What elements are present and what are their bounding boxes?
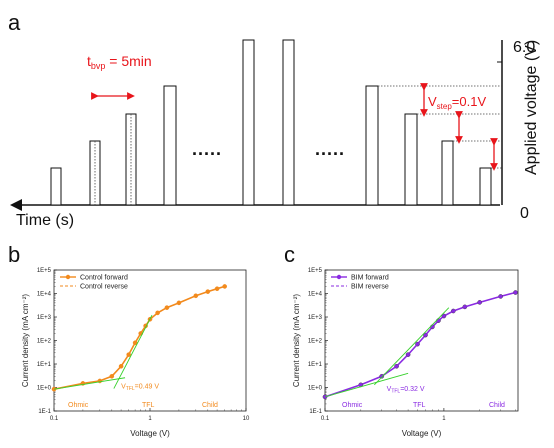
y-tick-label: 1E+4 — [37, 292, 52, 298]
panel-a: a Time (s) 6.0 0 Applied voltage (V) — [8, 10, 540, 229]
legend-forward-marker — [336, 274, 342, 280]
panel-a-letter: a — [8, 10, 21, 35]
x-tick-label: 0.1 — [321, 416, 330, 422]
series-forward-point — [164, 305, 170, 310]
legend-reverse-label: Control reverse — [80, 284, 128, 291]
x-tick-label: 10 — [243, 416, 250, 422]
pulse-5 — [242, 39, 255, 206]
v-step-label: Vstep=0.1V — [428, 94, 486, 111]
y-tick-label: 1E-1 — [309, 409, 322, 415]
y-tick-label: 1E+5 — [37, 268, 52, 274]
voltage-axis-zero-label: 0 — [520, 205, 529, 222]
legend-reverse-label: BIM reverse — [351, 284, 389, 291]
time-axis-label: Time (s) — [16, 212, 74, 229]
voltage-axis-label: Applied voltage (V) — [523, 40, 540, 175]
series-reverse-line — [53, 285, 225, 390]
region-label-child: Child — [489, 402, 505, 409]
y-tick-label: 1E+1 — [37, 362, 52, 368]
legend-forward-label: BIM forward — [351, 275, 389, 282]
t-bvp-label: tbvp = 5min — [87, 53, 152, 71]
pulse-10 — [479, 167, 492, 206]
v-tfl-annotation: VTFL=0.32 V — [387, 386, 425, 395]
voltage-axis-top-tick-label: 6.0 — [513, 39, 535, 56]
y-tick-label: 1E+2 — [37, 339, 52, 345]
y-tick-label: 1E+3 — [308, 315, 323, 321]
y-tick-label: 1E+5 — [308, 268, 323, 274]
panel-c-letter: c — [284, 242, 295, 267]
y-tick-label: 1E+4 — [308, 292, 323, 298]
legend-forward-label: Control forward — [80, 275, 128, 282]
x-tick-label: 1 — [442, 416, 446, 422]
region-label-child: Child — [202, 402, 218, 409]
series-forward-line — [324, 291, 516, 398]
region-label-ohmic: Ohmic — [342, 402, 363, 409]
series-reverse-line — [324, 292, 516, 398]
ellipsis-right: ..... — [315, 139, 345, 159]
pulse-8 — [404, 113, 418, 206]
y-tick-label: 1E+0 — [37, 386, 52, 392]
x-tick-label: 0.1 — [50, 416, 59, 422]
ellipsis-left: ..... — [192, 139, 222, 159]
region-label-ohmic: Ohmic — [68, 402, 89, 409]
fit-line-tfl — [113, 314, 153, 389]
fit-line-tfl — [374, 307, 450, 386]
y-axis-title: Current density (mA cm⁻²) — [21, 294, 30, 387]
voltage-pulses — [50, 39, 492, 206]
v-step-arrows — [420, 83, 498, 171]
chart-c: 1E-1 1E+0 1E+1 1E+2 1E+3 1E+4 1E+5 0.1 1 Voltage … — [292, 268, 519, 438]
pulse-7 — [365, 85, 379, 206]
region-label-tfl: TFL — [142, 402, 155, 409]
y-tick-label: 1E-1 — [38, 409, 51, 415]
panel-b-letter: b — [8, 242, 20, 267]
y-axis-title: Current density (mA cm⁻²) — [292, 294, 301, 387]
fit-line-ohmic — [53, 377, 126, 390]
x-axis-title: Voltage (V) — [130, 429, 170, 438]
x-tick-label: 1 — [148, 416, 152, 422]
pulse-9 — [441, 140, 454, 206]
pulse-4 — [163, 85, 177, 206]
fit-line-ohmic — [324, 372, 409, 398]
pulse-1 — [50, 167, 62, 206]
legend-forward-marker — [65, 274, 71, 280]
region-label-tfl: TFL — [413, 402, 426, 409]
x-axis-title: Voltage (V) — [402, 429, 442, 438]
chart-b: 1E-1 1E+0 1E+1 1E+2 1E+3 1E+4 1E+5 0.1 1 10 Voltag… — [21, 268, 250, 438]
y-tick-label: 1E+0 — [308, 386, 323, 392]
y-tick-label: 1E+2 — [308, 339, 323, 345]
y-tick-label: 1E+3 — [37, 315, 52, 321]
y-tick-label: 1E+1 — [308, 362, 323, 368]
series-forward-point — [451, 308, 456, 314]
v-tfl-annotation: VTFL=0.49 V — [121, 384, 159, 393]
pulse-6 — [282, 39, 295, 206]
series-forward-line — [53, 285, 225, 390]
